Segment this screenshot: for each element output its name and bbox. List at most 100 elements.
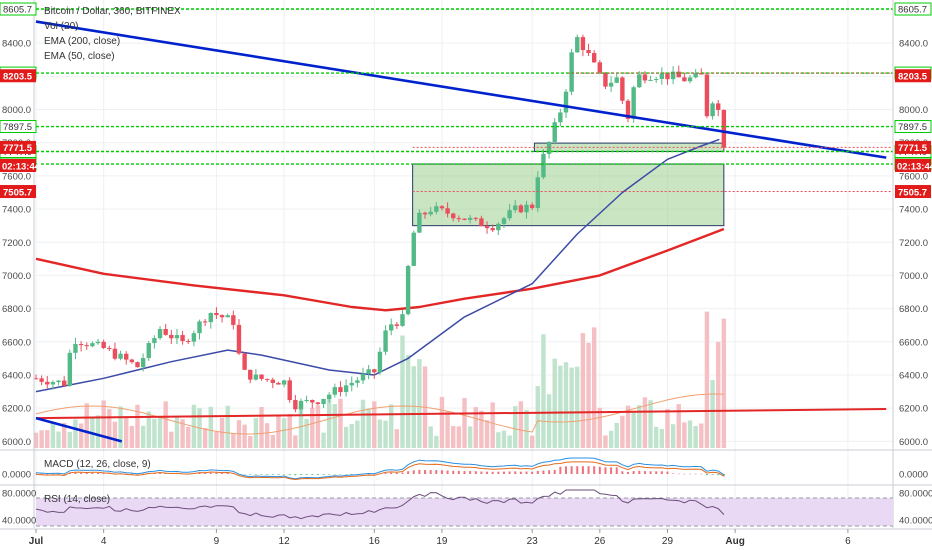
macd-hist-bar [97, 472, 100, 474]
y-tick-label-left: 6200.0 [2, 404, 31, 415]
volume-bar [332, 404, 338, 448]
candle-body [529, 204, 535, 208]
macd-hist-bar [57, 473, 60, 475]
macd-hist-bar [333, 474, 336, 475]
macd-hist-bar [660, 471, 663, 474]
candle-body [614, 77, 619, 83]
candle-body [264, 378, 270, 380]
macd-hist-bar [649, 471, 652, 474]
candle-body [558, 112, 563, 123]
volume-bar [676, 404, 681, 448]
volume-bar [287, 414, 292, 448]
volume-bar [338, 398, 343, 448]
candle-body [169, 334, 174, 339]
volume-bar [360, 399, 366, 448]
candle-body [428, 211, 433, 215]
macd-hist-bar [519, 471, 522, 474]
macd-hist-bar [40, 473, 43, 475]
candle-body [84, 345, 89, 347]
volume-bar [242, 424, 247, 448]
volume-bar [180, 419, 185, 448]
candle-body [546, 141, 552, 154]
volume-bar [293, 435, 298, 448]
candle-body [524, 204, 529, 213]
candle-body [281, 380, 287, 385]
volume-bar [264, 423, 270, 448]
candle-body [653, 78, 659, 80]
volume-bar [124, 417, 129, 448]
candle-body [95, 341, 101, 344]
macd-hist-bar [502, 471, 505, 474]
x-tick-label: 19 [436, 536, 448, 547]
macd-hist-bar [266, 474, 269, 475]
x-tick-label: Jul [29, 536, 44, 547]
candle-body [383, 330, 388, 352]
level-label-box [0, 2, 37, 16]
x-tick-label: Aug [725, 536, 744, 547]
macd-hist-bar [564, 466, 567, 474]
volume-bar [693, 426, 698, 448]
candle-body [219, 315, 225, 318]
macd-hist-bar [80, 472, 83, 474]
candle-body [140, 358, 146, 368]
y-tick-label: 7400.0 [899, 205, 928, 216]
volume-bar [597, 407, 603, 448]
macd-hist-bar [469, 471, 472, 474]
ema50-line [35, 138, 720, 393]
volume-bar [157, 417, 163, 448]
candle-body [659, 73, 665, 79]
macd-hist-bar [429, 470, 432, 474]
macd-hist-bar [474, 471, 477, 474]
candle-body [293, 400, 298, 410]
volume-bar [490, 402, 495, 448]
candle-body [479, 218, 484, 227]
volume-bar [411, 366, 416, 448]
macd-hist-bar [159, 472, 162, 474]
candle-body [202, 321, 208, 323]
candle-body [417, 212, 422, 233]
macd-hist-bar [412, 470, 415, 474]
price-label: 8203.5 [898, 72, 928, 83]
macd-hist-bar [209, 472, 212, 474]
candle-body [682, 77, 687, 82]
volume-bar [231, 433, 236, 448]
y-tick-label: 6000.0 [899, 437, 928, 448]
volume-bar [529, 435, 535, 448]
macd-hist-bar [593, 466, 596, 474]
macd-hist-bar [249, 474, 252, 475]
volume-bar [343, 426, 349, 448]
candle-body [101, 341, 106, 348]
macd-hist-bar [91, 472, 94, 474]
candle-body [355, 380, 360, 383]
candle-body [146, 343, 151, 359]
volume-bar [73, 419, 78, 448]
volume-bar [394, 429, 400, 448]
macd-hist-bar [463, 471, 466, 474]
candle-body [124, 353, 129, 360]
macd-label: MACD (12, 26, close, 9) [44, 459, 151, 470]
volume-bar [61, 422, 67, 448]
candle-body [372, 369, 377, 373]
candle-body [451, 213, 456, 219]
volume-bar [563, 362, 569, 448]
countdown-box [0, 158, 36, 172]
volume-bar [45, 430, 50, 448]
macd-hist-bar [204, 473, 207, 474]
volume-bar [608, 430, 614, 448]
candle-series [33, 34, 727, 416]
volume-bar [349, 423, 354, 448]
candle-body [411, 232, 416, 266]
candle-body [326, 394, 332, 399]
level-label: 7897.5 [898, 122, 927, 133]
volume-bar [366, 408, 371, 448]
volume-bar [129, 425, 135, 448]
volume-bar [507, 435, 512, 448]
volume-bar [659, 428, 665, 448]
volume-bar [687, 420, 693, 448]
candle-body [456, 218, 462, 220]
volume-bar [174, 416, 180, 448]
candle-body [107, 347, 112, 349]
volume-ma-line [35, 393, 724, 435]
macd-hist-bar [666, 471, 669, 474]
